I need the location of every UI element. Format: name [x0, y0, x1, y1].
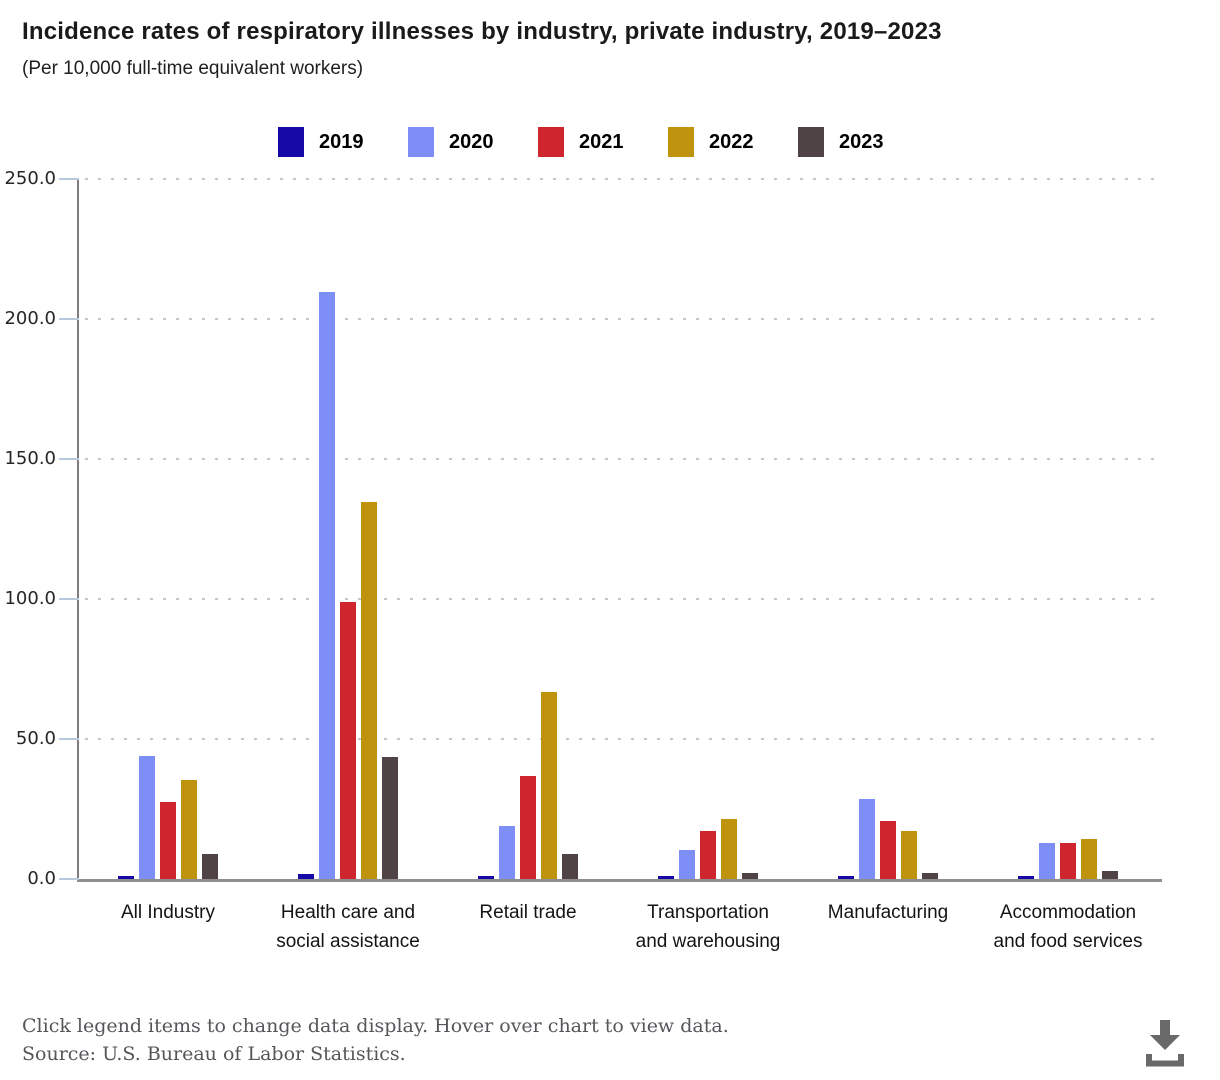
download-icon — [1146, 1020, 1184, 1067]
bar-2022-category-2[interactable] — [361, 502, 377, 879]
bar-2020-category-1[interactable] — [139, 756, 155, 879]
legend-item-2021[interactable]: 2021 — [538, 127, 668, 157]
bar-2022-category-3[interactable] — [541, 692, 557, 879]
legend-item-label: 2019 — [319, 130, 364, 153]
chart-title: Incidence rates of respiratory illnesses… — [22, 18, 942, 45]
bar-2021-category-1[interactable] — [160, 802, 176, 879]
y-axis-tick-label: 100.0 — [4, 588, 56, 609]
bar-2023-category-6[interactable] — [1102, 871, 1118, 879]
legend-swatch — [798, 127, 824, 157]
bar-2023-category-2[interactable] — [382, 757, 398, 879]
gridline-100 — [85, 598, 1157, 600]
bar-2022-category-1[interactable] — [181, 780, 197, 879]
bar-group-6 — [1018, 179, 1118, 879]
y-axis-tick — [59, 458, 79, 460]
bar-2021-category-3[interactable] — [520, 776, 536, 879]
legend-swatch — [538, 127, 564, 157]
y-axis-line — [77, 179, 79, 880]
legend-swatch — [278, 127, 304, 157]
legend-item-label: 2023 — [839, 130, 884, 153]
download-button[interactable] — [1141, 1016, 1189, 1070]
bar-2021-category-2[interactable] — [340, 602, 356, 879]
bar-2022-category-5[interactable] — [901, 831, 917, 879]
bar-2021-category-6[interactable] — [1060, 843, 1076, 879]
footer-note: Click legend items to change data displa… — [22, 1015, 729, 1037]
bar-group-2 — [298, 179, 398, 879]
legend-item-label: 2020 — [449, 130, 494, 153]
bar-2020-category-2[interactable] — [319, 292, 335, 879]
bar-2023-category-5[interactable] — [922, 873, 938, 879]
y-axis-tick — [59, 598, 79, 600]
bar-group-4 — [658, 179, 758, 879]
gridline-50 — [85, 738, 1157, 740]
bar-2019-category-4[interactable] — [658, 876, 674, 879]
gridline-250 — [85, 178, 1157, 180]
x-axis-category-label: All Industry — [121, 902, 215, 923]
bar-group-5 — [838, 179, 938, 879]
bar-2020-category-6[interactable] — [1039, 843, 1055, 879]
bar-2020-category-3[interactable] — [499, 826, 515, 879]
bar-2019-category-6[interactable] — [1018, 876, 1034, 879]
legend-item-label: 2022 — [709, 130, 754, 153]
bar-group-3 — [478, 179, 578, 879]
bar-2020-category-5[interactable] — [859, 799, 875, 879]
bar-2020-category-4[interactable] — [679, 850, 695, 879]
y-axis-tick-label: 50.0 — [15, 728, 56, 749]
y-axis-tick — [59, 178, 79, 180]
x-axis-category-label: Manufacturing — [827, 902, 949, 923]
chart-subtitle: (Per 10,000 full-time equivalent workers… — [22, 58, 364, 79]
legend-swatch — [668, 127, 694, 157]
legend-item-2019[interactable]: 2019 — [278, 127, 408, 157]
bar-2022-category-6[interactable] — [1081, 839, 1097, 879]
gridline-150 — [85, 458, 1157, 460]
bar-2021-category-5[interactable] — [880, 821, 896, 879]
legend-item-label: 2021 — [579, 130, 624, 153]
x-axis-category-label: Retail trade — [479, 902, 577, 923]
legend-item-2020[interactable]: 2020 — [408, 127, 538, 157]
y-axis-tick-label: 200.0 — [4, 308, 56, 329]
bar-2022-category-4[interactable] — [721, 819, 737, 879]
bar-2019-category-5[interactable] — [838, 876, 854, 879]
legend: 2019 2020 2021 2022 2023 — [278, 127, 928, 157]
y-axis-tick — [59, 318, 79, 320]
bar-2023-category-4[interactable] — [742, 873, 758, 879]
legend-item-2023[interactable]: 2023 — [798, 127, 928, 157]
x-axis-category-label: Transportation and warehousing — [635, 902, 781, 952]
legend-item-2022[interactable]: 2022 — [668, 127, 798, 157]
x-axis-category-label: Health care and social assistance — [276, 902, 420, 952]
bar-2019-category-2[interactable] — [298, 874, 314, 879]
y-axis-tick — [59, 878, 79, 880]
bar-2023-category-1[interactable] — [202, 854, 218, 879]
bar-2021-category-4[interactable] — [700, 831, 716, 879]
y-axis-tick — [59, 738, 79, 740]
bar-2019-category-1[interactable] — [118, 876, 134, 879]
bar-2019-category-3[interactable] — [478, 876, 494, 879]
y-axis-tick-label: 0.0 — [27, 868, 56, 889]
x-axis-line — [77, 879, 1162, 882]
bar-group-1 — [118, 179, 218, 879]
bar-2023-category-3[interactable] — [562, 854, 578, 879]
x-axis-category-label: Accommodation and food services — [993, 902, 1143, 952]
footer-source: Source: U.S. Bureau of Labor Statistics. — [22, 1043, 406, 1065]
y-axis-tick-label: 250.0 — [4, 168, 56, 189]
gridline-200 — [85, 318, 1157, 320]
y-axis-tick-label: 150.0 — [4, 448, 56, 469]
legend-swatch — [408, 127, 434, 157]
